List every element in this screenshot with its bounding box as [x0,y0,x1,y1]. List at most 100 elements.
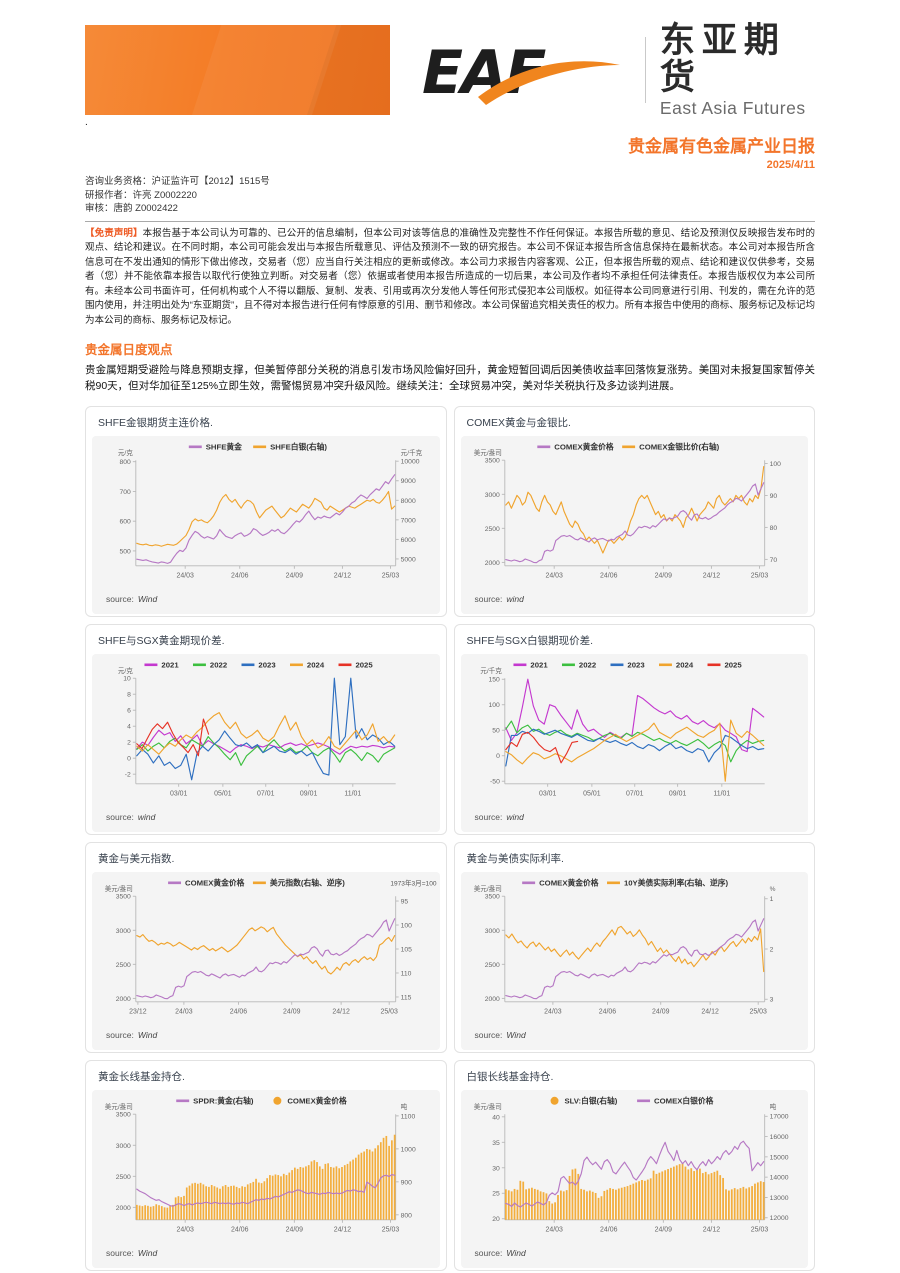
svg-text:10Y美债实际利率(右轴、逆序): 10Y美债实际利率(右轴、逆序) [623,877,728,887]
svg-text:COMEX金银比价(右轴): COMEX金银比价(右轴) [639,441,720,451]
svg-text:SLV:白银(右轴): SLV:白银(右轴) [564,1095,617,1105]
svg-text:美元/盎司: 美元/盎司 [473,1102,501,1111]
eaf-logo-icon: EAF [422,38,620,108]
chart-canvas: 3500 3000 2500 2000 1 2 3 24/03 24/06 24/09 24/12 2… [473,877,775,1015]
svg-text:90: 90 [769,493,777,500]
chart-source: source: Wind [474,1247,526,1258]
svg-text:23/12: 23/12 [129,1008,147,1015]
chart-source: source: wind [474,593,524,604]
svg-text:24/12: 24/12 [334,1226,352,1233]
report-title: 贵金属有色金属产业日报 [628,137,815,156]
svg-text:700: 700 [120,489,132,496]
svg-text:105: 105 [401,946,413,953]
disclaimer-label: 【免责声明】 [85,227,143,239]
svg-text:24/06: 24/06 [600,1226,618,1233]
svg-text:元/克: 元/克 [118,667,133,675]
chart-canvas: 40 35 30 25 20 17000 16000 15000 14000 13000 12000… [473,1095,788,1233]
chart-panel-gold-basis: SHFE与SGX黄金期现价差. 10 8 6 4 2 0 -2 03/01 05/01 07/01… [85,623,447,835]
chart-panel-silver-basis: SHFE与SGX白银期现价差. 150 100 50 0 -50 03/01 05/01 07… [453,623,815,835]
header-banner: EAF 东亚期货 East Asia Futures [85,0,815,118]
svg-text:美元指数(右轴、逆序): 美元指数(右轴、逆序) [270,877,345,887]
svg-text:2023: 2023 [627,660,645,669]
brand-name-cn: 东亚期货 [659,21,786,97]
logo-zone: EAF 东亚期货 East Asia Futures [420,21,815,118]
svg-text:25/03: 25/03 [382,572,400,579]
brand-name-en: East Asia Futures [659,97,806,118]
chart-source: source: Wind [106,1247,158,1258]
eaf-swoosh-icon [478,61,620,105]
svg-text:50: 50 [492,727,500,734]
section-heading: 贵金属日度观点 [85,342,173,357]
brand-divider [645,37,646,103]
svg-text:3000: 3000 [116,1142,131,1149]
svg-text:COMEX黄金价格: COMEX黄金价格 [554,441,614,451]
svg-text:24/09: 24/09 [283,1008,301,1015]
svg-text:6: 6 [127,707,131,714]
svg-text:500: 500 [120,548,132,555]
svg-text:16000: 16000 [769,1134,788,1141]
svg-text:-2: -2 [125,771,131,778]
svg-text:800: 800 [120,459,132,466]
svg-text:元/千克: 元/千克 [480,666,502,675]
svg-text:COMEX黄金价格: COMEX黄金价格 [539,877,599,887]
svg-text:24/12: 24/12 [702,572,720,579]
svg-text:95: 95 [401,898,409,905]
svg-text:2000: 2000 [116,1205,131,1212]
svg-text:10000: 10000 [401,458,420,465]
svg-text:05/01: 05/01 [214,790,232,797]
chart-title: 白银长线基金持仓. [466,1070,554,1083]
svg-text:-50: -50 [490,778,500,785]
svg-text:2000: 2000 [484,996,499,1003]
disclaimer-text: 本报告基于本公司认为可靠的、已公开的信息编制，但本公司对该等信息的准确性及完整性… [85,227,815,327]
meta-qualification: 咨询业务资格：沪证监许可【2012】1515号 [85,176,270,187]
svg-text:美元/盎司: 美元/盎司 [473,448,501,457]
svg-text:SHFE黄金: SHFE黄金 [206,441,242,451]
svg-text:24/06: 24/06 [231,1226,249,1233]
chart-area: 3500 3000 2500 2000 95 100 105 110 115 23/12 24/03… [92,871,440,1050]
chart-source: source: wind [106,811,156,822]
svg-text:25/03: 25/03 [380,1008,398,1015]
svg-text:11/01: 11/01 [713,790,730,797]
svg-text:24/12: 24/12 [701,1008,719,1015]
svg-text:09/01: 09/01 [668,790,686,797]
chart-area: 3500 3000 2500 2000 1 2 3 24/03 24/06 24/09 24/12 2… [460,871,808,1050]
svg-text:2025: 2025 [724,660,742,669]
svg-text:35: 35 [492,1139,500,1146]
svg-text:70: 70 [769,557,777,564]
svg-text:24/09: 24/09 [654,1226,672,1233]
svg-text:元/千克: 元/千克 [401,448,423,457]
svg-text:12000: 12000 [769,1215,788,1222]
svg-text:03/01: 03/01 [538,790,556,797]
chart-title: SHFE与SGX白银期现价差. [466,634,594,647]
svg-text:吨: 吨 [401,1102,408,1111]
svg-text:24/06: 24/06 [230,1008,248,1015]
svg-text:2022: 2022 [578,660,595,669]
chart-source: source: Wind [106,1029,158,1040]
svg-text:24/09: 24/09 [652,1008,670,1015]
svg-text:2023: 2023 [258,660,276,669]
svg-text:30: 30 [492,1165,500,1172]
svg-text:11/01: 11/01 [344,790,361,797]
svg-text:美元/盎司: 美元/盎司 [473,884,501,893]
svg-text:COMEX黄金价格: COMEX黄金价格 [185,877,245,887]
svg-text:03/01: 03/01 [170,790,188,797]
svg-text:24/12: 24/12 [334,572,352,579]
svg-text:2: 2 [127,739,131,746]
svg-text:25/03: 25/03 [749,1008,767,1015]
chart-panel-shfe-gold-silver: SHFE金银期货主连价格. 800 700 600 500 10000 9000 8000 7… [85,405,447,617]
svg-text:13000: 13000 [769,1195,788,1202]
svg-text:800: 800 [401,1212,413,1219]
svg-text:%: % [769,886,775,893]
svg-text:24/03: 24/03 [545,1226,563,1233]
svg-text:3000: 3000 [484,491,499,498]
chart-panel-comex-gold-ratio: COMEX黄金与金银比. 3500 3000 2500 2000 100 90 80 70 24… [453,405,815,617]
chart-area: 10 8 6 4 2 0 -2 03/01 05/01 07/01 09/01 11/01 元/克 202… [92,653,440,832]
svg-text:15000: 15000 [769,1154,788,1161]
svg-text:05/01: 05/01 [583,790,601,797]
chart-title: 黄金与美元指数. [98,852,175,865]
svg-text:元/克: 元/克 [118,449,133,457]
svg-text:900: 900 [401,1179,413,1186]
svg-text:7000: 7000 [401,517,416,524]
svg-text:2: 2 [769,946,773,953]
svg-text:24/06: 24/06 [600,572,618,579]
